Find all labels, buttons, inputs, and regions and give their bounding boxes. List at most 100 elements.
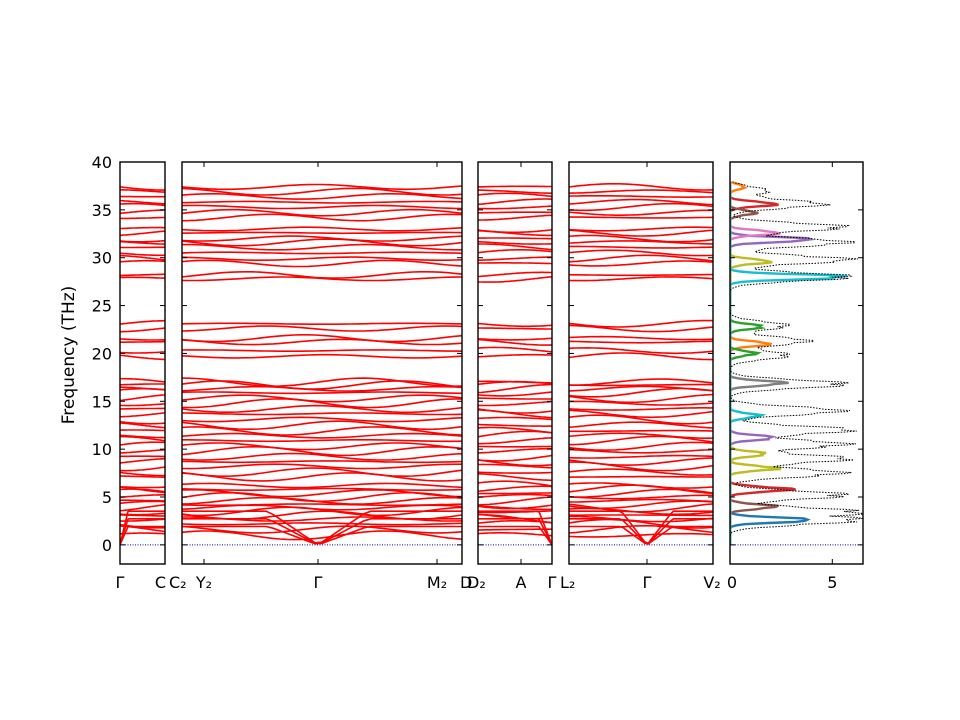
band-line	[120, 199, 165, 205]
band-line	[478, 322, 552, 328]
band-line	[569, 385, 713, 392]
band-panel-1	[120, 186, 165, 546]
panel-frame-1	[119, 161, 166, 565]
band-line	[120, 276, 165, 280]
band-line	[120, 493, 165, 499]
band-line	[120, 420, 165, 425]
band-line	[182, 472, 462, 482]
band-line	[182, 251, 462, 255]
band-line	[182, 380, 462, 390]
partial-dos-series-5	[730, 181, 815, 545]
band-line	[182, 442, 462, 451]
band-line	[120, 485, 165, 489]
band-line	[569, 409, 713, 419]
band-line	[478, 504, 552, 510]
x-tick-label: C	[155, 573, 166, 592]
band-line	[569, 484, 713, 495]
band-line	[182, 525, 462, 534]
band-line	[478, 510, 552, 546]
band-line	[478, 528, 552, 531]
band-line	[120, 377, 165, 383]
band-line	[478, 513, 552, 520]
band-line	[182, 412, 462, 416]
band-line	[120, 273, 165, 277]
x-tick-label: Y₂	[195, 573, 212, 592]
x-tick-label: Γ	[643, 573, 652, 592]
band-line	[569, 457, 713, 467]
band-line	[569, 229, 713, 237]
band-line	[478, 531, 552, 537]
band-line	[182, 204, 462, 210]
band-line	[182, 377, 462, 388]
band-panel-4	[569, 183, 713, 546]
band-line	[182, 256, 462, 262]
band-line	[182, 432, 462, 439]
total-dos-line	[730, 181, 863, 545]
band-line	[569, 448, 713, 454]
band-line	[478, 189, 552, 194]
band-line	[182, 200, 462, 204]
ticks-layer	[119, 161, 863, 564]
band-line	[182, 510, 462, 544]
band-line	[120, 351, 165, 354]
band-line	[120, 327, 165, 333]
band-line	[478, 214, 552, 221]
y-tick-label: 20	[92, 344, 112, 363]
band-line	[120, 230, 165, 237]
band-line	[569, 383, 713, 387]
band-line	[569, 183, 713, 191]
band-line	[120, 407, 165, 410]
band-line	[478, 237, 552, 240]
x-tick-label: D₂	[467, 573, 486, 592]
band-line	[478, 198, 552, 206]
band-line	[569, 254, 713, 263]
band-line	[120, 254, 165, 261]
band-line	[478, 525, 552, 546]
band-line	[182, 394, 462, 403]
band-line	[569, 515, 713, 523]
band-line	[569, 393, 713, 404]
band-panel-3	[478, 185, 552, 546]
x-tick-label: Γ	[314, 573, 323, 592]
band-line	[120, 532, 165, 535]
band-line	[182, 438, 462, 443]
band-line	[182, 259, 462, 268]
band-line	[478, 380, 552, 384]
band-line	[182, 208, 462, 217]
band-line	[569, 429, 713, 433]
band-line	[182, 398, 462, 409]
band-line	[182, 525, 462, 545]
band-line	[569, 352, 713, 361]
band-line	[120, 466, 165, 472]
band-line	[182, 322, 462, 326]
band-line	[478, 400, 552, 407]
band-line	[478, 353, 552, 358]
panel-frame-5	[729, 161, 864, 565]
band-line	[182, 404, 462, 414]
band-line	[120, 252, 165, 257]
band-line	[478, 492, 552, 495]
band-line	[478, 276, 552, 283]
band-line	[569, 378, 713, 387]
band-line	[569, 421, 713, 429]
band-line	[478, 249, 552, 254]
band-line	[120, 394, 165, 402]
band-line	[120, 457, 165, 464]
band-line	[569, 498, 713, 503]
x-tick-label: D	[460, 573, 472, 592]
band-line	[478, 416, 552, 421]
band-line	[182, 183, 462, 191]
x-tick-label: M₂	[427, 573, 447, 592]
band-line	[120, 523, 165, 529]
band-line	[182, 349, 462, 353]
band-line	[478, 480, 552, 487]
band-line	[120, 518, 165, 522]
band-line	[120, 434, 165, 439]
band-line	[120, 403, 165, 407]
band-line	[182, 338, 462, 346]
band-line	[120, 448, 165, 454]
band-line	[569, 532, 713, 538]
band-line	[478, 240, 552, 245]
band-line	[569, 240, 713, 245]
